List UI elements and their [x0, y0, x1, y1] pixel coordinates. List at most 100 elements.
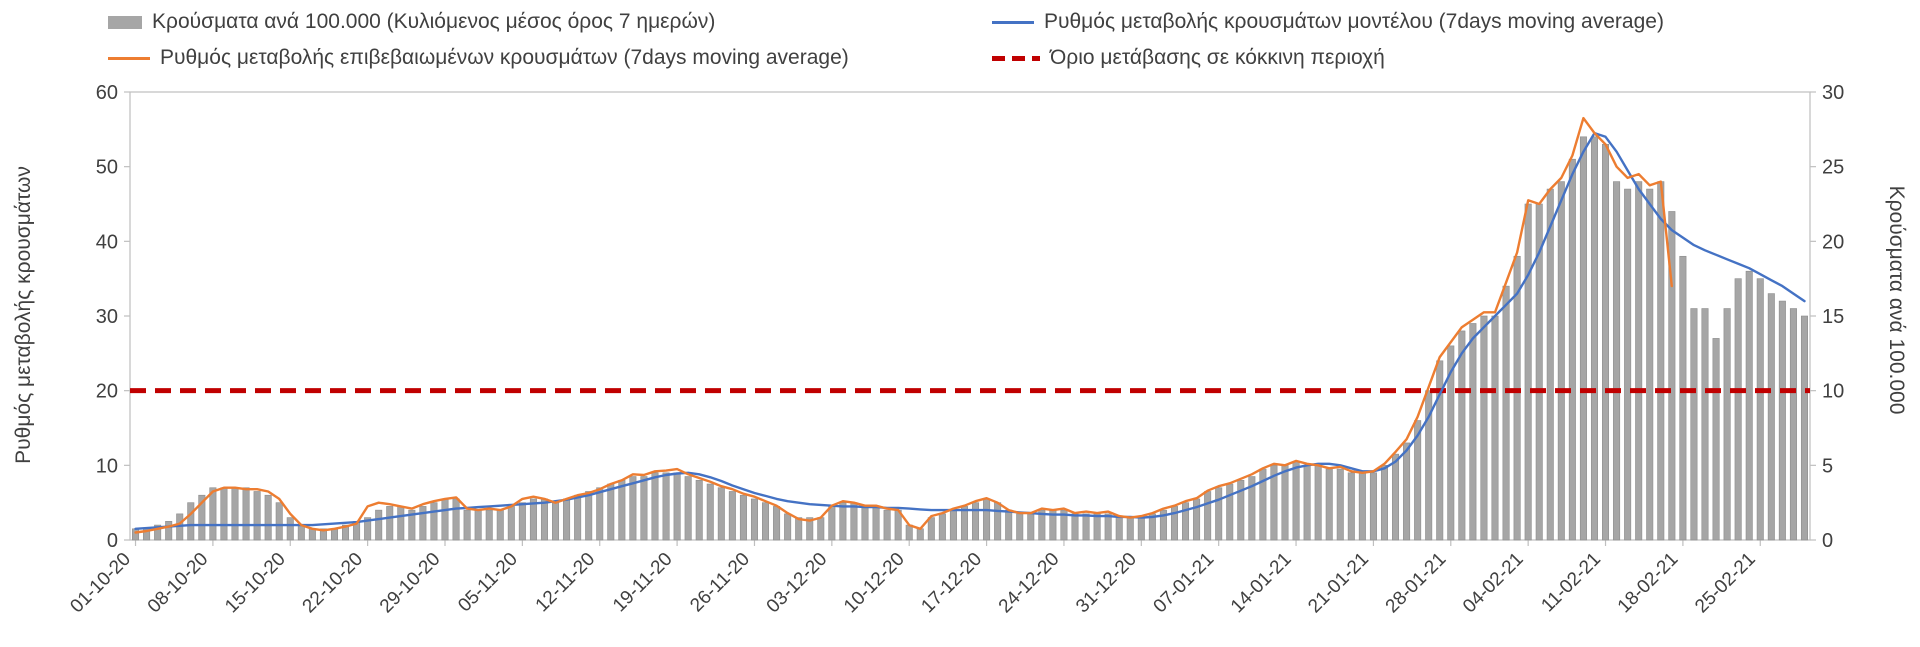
bar: [883, 509, 891, 541]
bar: [861, 506, 869, 541]
bar: [1303, 465, 1311, 541]
bar: [187, 502, 195, 541]
bar: [1093, 513, 1101, 541]
bar: [1281, 465, 1289, 541]
bar: [1491, 315, 1499, 541]
bar: [905, 524, 913, 541]
bar: [1579, 136, 1587, 541]
bar: [507, 506, 515, 541]
bar: [1347, 472, 1355, 541]
bar: [1734, 278, 1742, 541]
bar: [452, 498, 460, 541]
legend-item-model: Ρυθμός μεταβολής κρουσμάτων μοντέλου (7d…: [992, 10, 1664, 34]
plot-area: 0 10 20 30 40 50 60 0 5 10 15 20 25 30 01-10-20 08-10-2…: [66, 82, 1844, 618]
left-axis-tick-label: 20: [96, 381, 118, 403]
bar: [1336, 468, 1344, 541]
bar: [441, 498, 449, 541]
bar: [1668, 211, 1676, 541]
bar: [430, 502, 438, 541]
x-axis-tick-label: 12-11-20: [532, 549, 600, 617]
right-axis-tick-label: 25: [1822, 157, 1844, 179]
left-axis-tick-label: 0: [107, 530, 118, 552]
right-axis-tick-label: 5: [1822, 455, 1833, 477]
x-axis-tick-label: 25-02-21: [1691, 549, 1760, 618]
bar: [1458, 330, 1466, 541]
bar: [728, 491, 736, 541]
right-axis-tick-label: 30: [1822, 82, 1844, 104]
bar: [1204, 491, 1212, 541]
bar: [1502, 285, 1510, 541]
bar: [927, 517, 935, 541]
bar: [1071, 513, 1079, 541]
bar: [1690, 308, 1698, 541]
left-axis-tick-label: 40: [96, 231, 118, 253]
legend-item-bars: Κρούσματα ανά 100.000 (Κυλιόμενος μέσος …: [108, 10, 715, 34]
legend-label-bars: Κρούσματα ανά 100.000 (Κυλιόμενος μέσος …: [152, 10, 716, 33]
bar: [994, 502, 1002, 541]
x-axis-tick-label: 10-12-20: [840, 549, 909, 618]
bar: [1380, 465, 1388, 541]
right-axis-tick-label: 15: [1822, 306, 1844, 328]
bar: [773, 506, 781, 541]
x-axis-tick-label: 18-02-21: [1614, 549, 1683, 618]
bar: [596, 487, 604, 541]
x-axis-tick-label: 15-10-20: [221, 549, 290, 618]
bar: [496, 509, 504, 541]
x-axis-tick-label: 21-01-21: [1304, 549, 1373, 618]
bar: [828, 506, 836, 541]
bar: [242, 487, 250, 541]
bar: [198, 494, 206, 541]
legend-label-threshold: Όριο μετάβασης σε κόκκινη περιοχή: [1050, 46, 1385, 69]
x-axis-tick-label: 17-12-20: [917, 549, 986, 618]
x-axis-tick-label: 31-12-20: [1072, 549, 1141, 618]
bar: [518, 502, 526, 541]
left-axis-tick-label: 50: [96, 157, 118, 179]
bar: [1082, 513, 1090, 541]
bar: [1392, 453, 1400, 541]
bar: [1038, 509, 1046, 541]
bar: [750, 498, 758, 541]
legend-swatch-threshold: [992, 55, 1040, 61]
bar: [308, 528, 316, 541]
bar: [574, 494, 582, 541]
x-axis-tick-label: 22-10-20: [299, 549, 368, 618]
bar: [1369, 472, 1377, 541]
x-axis-tick-label: 24-12-20: [995, 549, 1064, 618]
bar: [1756, 278, 1764, 541]
bar: [275, 502, 283, 541]
bar: [673, 472, 681, 541]
legend-swatch-model: [992, 20, 1034, 24]
bar: [1590, 136, 1598, 541]
bar: [1789, 308, 1797, 541]
bar: [286, 517, 294, 541]
bar: [154, 524, 162, 541]
bar: [1325, 468, 1333, 541]
bar: [839, 502, 847, 541]
bar: [1613, 181, 1621, 541]
bar: [463, 509, 471, 541]
bar: [1480, 315, 1488, 541]
bar: [1358, 472, 1366, 541]
bar: [1679, 255, 1687, 541]
bar: [485, 509, 493, 541]
x-axis-tick-label: 19-11-20: [609, 549, 677, 617]
x-axis-tick-label: 26-11-20: [686, 549, 754, 617]
right-axis-tick-label: 10: [1822, 381, 1844, 403]
confirmed-line: [134, 116, 1673, 534]
bar: [640, 476, 648, 541]
legend-swatch-confirmed: [108, 56, 150, 60]
bar: [1701, 308, 1709, 541]
bar: [1745, 270, 1753, 541]
bar: [1215, 487, 1223, 541]
bar: [1602, 143, 1610, 541]
bar: [1126, 517, 1134, 541]
bar: [1403, 442, 1411, 541]
bar: [1248, 476, 1256, 541]
bar: [132, 528, 140, 541]
bar: [1723, 308, 1731, 541]
x-axis-tick-label: 08-10-20: [144, 549, 213, 618]
bar: [983, 498, 991, 541]
x-axis-tick-label: 14-01-21: [1227, 549, 1296, 618]
bar: [1159, 509, 1167, 541]
